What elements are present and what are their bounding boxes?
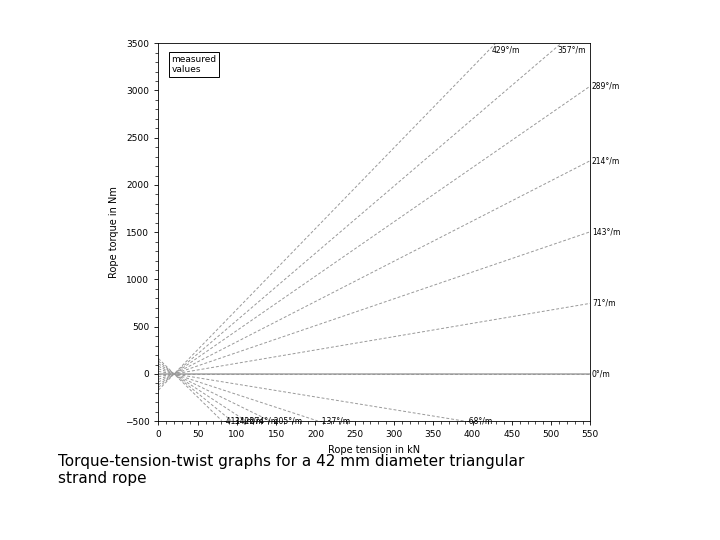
Text: 71°/m: 71°/m bbox=[592, 299, 616, 308]
Text: -411°/m: -411°/m bbox=[223, 416, 254, 425]
Text: 429°/m: 429°/m bbox=[491, 45, 520, 55]
Text: -342°/m: -342°/m bbox=[233, 416, 264, 425]
X-axis label: Rope tension in kN: Rope tension in kN bbox=[328, 445, 420, 455]
Text: measured
values: measured values bbox=[171, 55, 217, 74]
Y-axis label: Rope torque in Nm: Rope torque in Nm bbox=[109, 186, 119, 278]
Text: 0°/m: 0°/m bbox=[592, 369, 611, 379]
Text: -274°/m: -274°/m bbox=[248, 416, 279, 426]
Text: -205°/m: -205°/m bbox=[271, 416, 303, 426]
Text: 357°/m: 357°/m bbox=[557, 45, 585, 55]
Text: 214°/m: 214°/m bbox=[592, 156, 620, 165]
Text: Torque-tension-twist graphs for a 42 mm diameter triangular
strand rope: Torque-tension-twist graphs for a 42 mm … bbox=[58, 454, 524, 486]
Text: -137°/m: -137°/m bbox=[319, 416, 351, 426]
Text: 289°/m: 289°/m bbox=[592, 82, 620, 91]
Text: -68°/m: -68°/m bbox=[467, 417, 492, 426]
Text: 143°/m: 143°/m bbox=[592, 227, 621, 236]
